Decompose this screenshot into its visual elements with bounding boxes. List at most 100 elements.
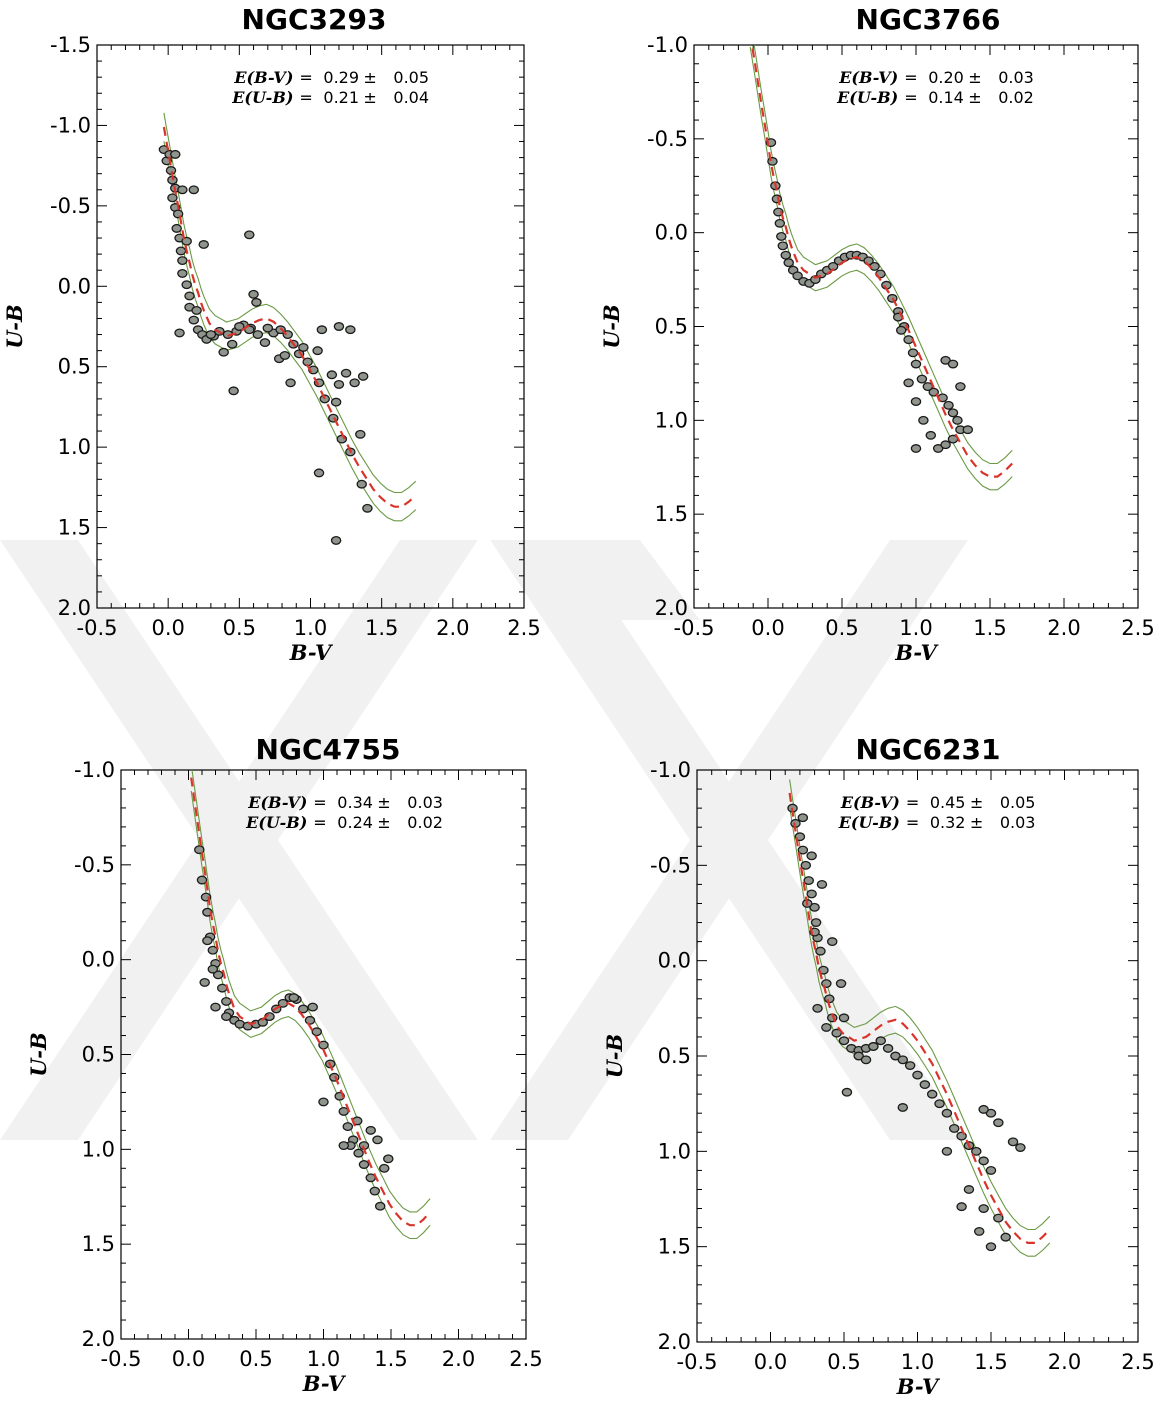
data-point [177, 256, 188, 265]
y-tick-label: 0.0 [82, 948, 115, 972]
y-tick-label: 2.0 [658, 1330, 691, 1354]
y-axis-label: U-B [26, 1032, 51, 1076]
y-tick-label: 0.0 [655, 221, 688, 245]
data-point [172, 209, 184, 219]
data-point [194, 845, 205, 855]
data-point [962, 425, 974, 435]
data-point [181, 236, 192, 246]
data-point [252, 330, 264, 339]
data-point [198, 240, 209, 249]
annotation-error: 0.03 [1000, 813, 1036, 832]
data-point [196, 875, 208, 885]
data-point [821, 1022, 832, 1032]
data-point [234, 322, 245, 331]
x-tick-label: 0.5 [223, 616, 256, 640]
y-tick-label: 1.0 [58, 435, 91, 459]
data-point [978, 1104, 989, 1114]
data-point [985, 1165, 997, 1175]
data-point [780, 250, 792, 260]
x-tick-label: 1.0 [899, 616, 932, 640]
data-point [993, 1118, 1004, 1128]
data-point [875, 1036, 887, 1046]
y-axis-label: U-B [599, 304, 624, 348]
y-axis-label: U-B [2, 304, 27, 348]
annotation-value: 0.29 [323, 68, 359, 87]
data-point [251, 297, 262, 307]
annotation-label: E(U-B) [838, 813, 900, 832]
annotation-value: 0.45 [930, 793, 966, 812]
data-point [181, 280, 192, 290]
y-tick-label: -0.5 [50, 194, 91, 218]
y-tick-label: -1.0 [650, 758, 691, 782]
data-point [777, 241, 789, 251]
x-tick-label: -0.5 [77, 616, 118, 640]
annotation-equals: = [904, 88, 917, 107]
y-tick-label: -1.0 [50, 113, 91, 137]
annotation-error: 0.04 [393, 88, 429, 107]
data-point [345, 325, 356, 335]
data-point [262, 323, 274, 333]
plot-frame [96, 44, 525, 609]
data-point [826, 937, 838, 947]
data-point [903, 378, 914, 388]
watermark-logo [0, 540, 968, 1140]
x-axis-label: B-V [896, 1374, 941, 1399]
data-point [1015, 1143, 1026, 1152]
x-tick-label: 1.5 [973, 616, 1006, 640]
data-point [171, 223, 182, 233]
x-tick-label: 2.5 [507, 616, 540, 640]
data-point [949, 1124, 960, 1133]
data-point [199, 977, 210, 987]
y-tick-label: -0.5 [650, 853, 691, 877]
data-point [326, 370, 338, 380]
annotation-plusminus: ± [377, 813, 390, 832]
data-point [806, 889, 817, 899]
data-point [175, 246, 187, 256]
data-point [212, 970, 224, 980]
y-tick-label: 0.0 [658, 949, 691, 973]
data-point [916, 374, 928, 384]
data-point [869, 261, 880, 271]
x-axis-label: B-V [289, 640, 334, 665]
data-point [853, 1051, 864, 1061]
x-tick-label: 0.0 [754, 1350, 787, 1374]
annotation-plusminus: ± [970, 813, 983, 832]
y-tick-label: -1.5 [50, 33, 91, 57]
data-point [978, 1156, 989, 1166]
data-point [202, 907, 213, 917]
data-point [210, 1002, 221, 1012]
data-point [810, 918, 822, 927]
data-point [910, 444, 922, 453]
chart-panel-NGC3293: NGC3293 -0.5 0.0 0.5 1.0 1.5 2.0 2.5 -1.5 -1.0 -0.… [2, 3, 541, 665]
data-point [218, 347, 229, 357]
data-point [926, 1089, 938, 1099]
data-point [940, 440, 951, 450]
data-point [815, 946, 826, 956]
data-point [912, 1070, 923, 1080]
plot-area [749, 45, 1013, 491]
x-tick-label: 0.5 [825, 616, 858, 640]
x-tick-label: -0.5 [677, 1350, 718, 1374]
chart-panel-NGC6231: NGC6231 -0.5 0.0 0.5 1.0 1.5 2.0 2.5 -1.0 -0.5 0.0… [602, 733, 1155, 1399]
chart-title: NGC6231 [856, 733, 1001, 766]
annotation-equals: = [906, 793, 919, 812]
data-point [226, 339, 238, 349]
x-tick-label: 0.5 [239, 1347, 272, 1371]
data-point [947, 359, 959, 369]
data-point [835, 979, 847, 988]
annotation-error: 0.05 [1000, 793, 1036, 812]
data-point [897, 1103, 909, 1112]
data-point [963, 1185, 975, 1194]
data-point [221, 996, 232, 1006]
data-point [165, 166, 177, 175]
data-point [353, 1148, 364, 1158]
data-point [838, 1036, 850, 1046]
data-point [941, 1108, 953, 1118]
data-point [170, 149, 181, 159]
data-point [941, 1146, 953, 1156]
data-point [358, 1160, 370, 1169]
data-point [904, 1061, 916, 1070]
data-point [910, 359, 922, 369]
data-point [797, 813, 809, 823]
x-tick-label: 1.5 [374, 1347, 407, 1371]
